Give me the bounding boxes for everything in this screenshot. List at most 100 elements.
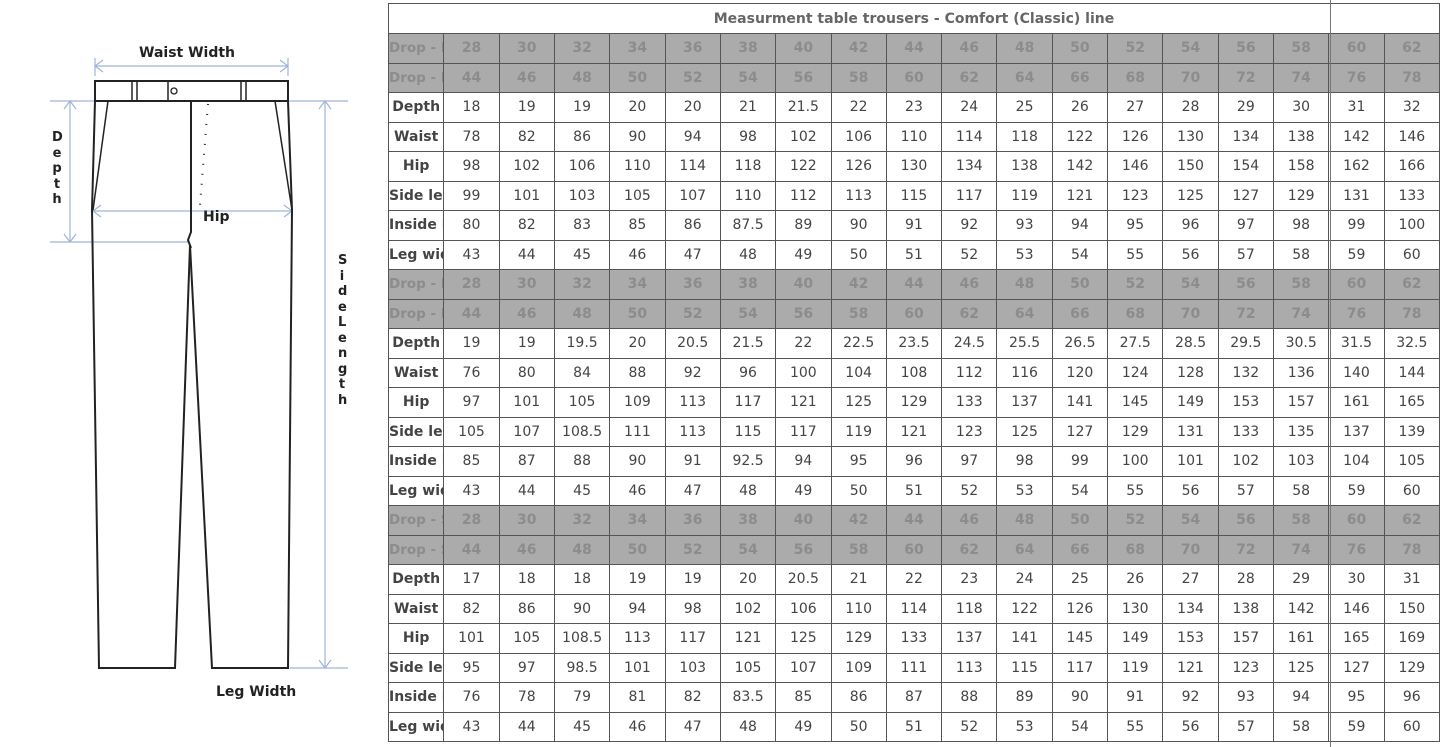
table-cell: 100 xyxy=(1107,446,1164,477)
table-cell: 52 xyxy=(664,298,721,329)
table-cell: 60 xyxy=(885,534,943,565)
table-cell: 162 xyxy=(1328,151,1385,182)
table-cell: 18 xyxy=(498,564,555,595)
table-cell: 98 xyxy=(1272,210,1330,241)
table-cell: 32 xyxy=(553,269,611,300)
table-cell: 46 xyxy=(498,534,555,565)
table-cell: 153 xyxy=(1217,387,1275,418)
table-cell: 58 xyxy=(1272,269,1330,300)
table-cell: 94 xyxy=(609,593,666,624)
table-cell: 57 xyxy=(1217,711,1275,742)
table-cell: 96 xyxy=(1383,682,1441,713)
table-cell: 40 xyxy=(775,505,832,536)
row-label: Side length xyxy=(387,652,445,683)
table-cell: 117 xyxy=(664,623,721,654)
table-cell: 48 xyxy=(996,33,1053,64)
table-cell: 102 xyxy=(775,121,832,152)
table-cell: 129 xyxy=(885,387,943,418)
table-cell: 78 xyxy=(498,682,555,713)
table-cell: 53 xyxy=(996,711,1053,742)
table-cell: 38 xyxy=(719,505,777,536)
table-cell: 25.5 xyxy=(996,328,1053,359)
table-cell: 18 xyxy=(443,92,500,123)
table-cell: 62 xyxy=(941,298,998,329)
table-cell: 124 xyxy=(1107,357,1164,388)
table-cell: 126 xyxy=(1107,121,1164,152)
table-cell: 101 xyxy=(443,623,500,654)
depth-label: Depth xyxy=(52,130,63,207)
table-cell: 52 xyxy=(941,711,998,742)
table-cell: 169 xyxy=(1383,623,1441,654)
table-cell: 20 xyxy=(664,92,721,123)
row-label: Leg width xyxy=(387,239,445,270)
table-cell: 86 xyxy=(553,121,611,152)
table-cell: 19 xyxy=(498,328,555,359)
table-cell: 36 xyxy=(664,505,721,536)
table-cell: 100 xyxy=(775,357,832,388)
table-cell: 50 xyxy=(830,475,887,506)
table-cell: 55 xyxy=(1107,239,1164,270)
table-title: Measurment table trousers - Comfort (Cla… xyxy=(388,3,1440,34)
table-cell: 108.5 xyxy=(553,623,611,654)
table-cell: 95 xyxy=(1107,210,1164,241)
table-cell: 46 xyxy=(941,505,998,536)
trousers-drawing xyxy=(50,58,348,669)
table-cell: 91 xyxy=(664,446,721,477)
row-label: Hip xyxy=(387,387,445,418)
table-cell: 54 xyxy=(1051,239,1109,270)
row-label: Hip xyxy=(387,151,445,182)
table-cell: 111 xyxy=(609,416,666,447)
row-label: Depth xyxy=(387,92,445,123)
table-cell: 105 xyxy=(498,623,555,654)
table-cell: 57 xyxy=(1217,239,1275,270)
table-cell: 70 xyxy=(1162,62,1219,93)
table-cell: 56 xyxy=(1217,33,1275,64)
table-cell: 31.5 xyxy=(1328,328,1385,359)
table-cell: 137 xyxy=(1328,416,1385,447)
table-cell: 115 xyxy=(996,652,1053,683)
table-cell: 88 xyxy=(609,357,666,388)
table-cell: 52 xyxy=(1107,505,1164,536)
table-cell: 92 xyxy=(941,210,998,241)
table-cell: 50 xyxy=(1051,505,1109,536)
table-cell: 56 xyxy=(775,298,832,329)
table-cell: 105 xyxy=(719,652,777,683)
table-cell: 60 xyxy=(1383,711,1441,742)
table-cell: 31 xyxy=(1383,564,1441,595)
table-cell: 99 xyxy=(443,180,500,211)
table-row: Waist 76 80 84 88 92 96 100 104 108 112 116 120 124 12… xyxy=(387,357,1441,388)
table-cell: 54 xyxy=(1051,711,1109,742)
table-cell: 109 xyxy=(830,652,887,683)
table-cell: 106 xyxy=(553,151,611,182)
table-cell: 74 xyxy=(1272,534,1330,565)
table-cell: 62 xyxy=(941,534,998,565)
row-label: Waist xyxy=(387,121,445,152)
table-cell: 60 xyxy=(885,62,943,93)
table-cell: 158 xyxy=(1272,151,1330,182)
table-cell: 50 xyxy=(609,534,666,565)
row-label: Inside length xyxy=(387,210,445,241)
table-cell: 125 xyxy=(775,623,832,654)
table-cell: 111 xyxy=(885,652,943,683)
table-cell: 112 xyxy=(941,357,998,388)
table-cell: 127 xyxy=(1217,180,1275,211)
table-cell: 26 xyxy=(1051,92,1109,123)
table-cell: 165 xyxy=(1328,623,1385,654)
table-cell: 48 xyxy=(996,505,1053,536)
table-cell: 38 xyxy=(719,33,777,64)
table-cell: 26.5 xyxy=(1051,328,1109,359)
row-label: Drop - Regular (US Size) xyxy=(387,33,445,64)
table-cell: 94 xyxy=(775,446,832,477)
table-cell: 76 xyxy=(1328,298,1385,329)
table-cell: 85 xyxy=(775,682,832,713)
table-cell: 118 xyxy=(941,593,998,624)
table-cell: 137 xyxy=(996,387,1053,418)
table-cell: 32.5 xyxy=(1383,328,1441,359)
table-cell: 131 xyxy=(1328,180,1385,211)
table-cell: 30 xyxy=(498,269,555,300)
table-cell: 44 xyxy=(498,239,555,270)
table-cell: 25 xyxy=(1051,564,1109,595)
table-cell: 121 xyxy=(719,623,777,654)
row-label: Depth xyxy=(387,328,445,359)
table-cell: 44 xyxy=(443,298,500,329)
